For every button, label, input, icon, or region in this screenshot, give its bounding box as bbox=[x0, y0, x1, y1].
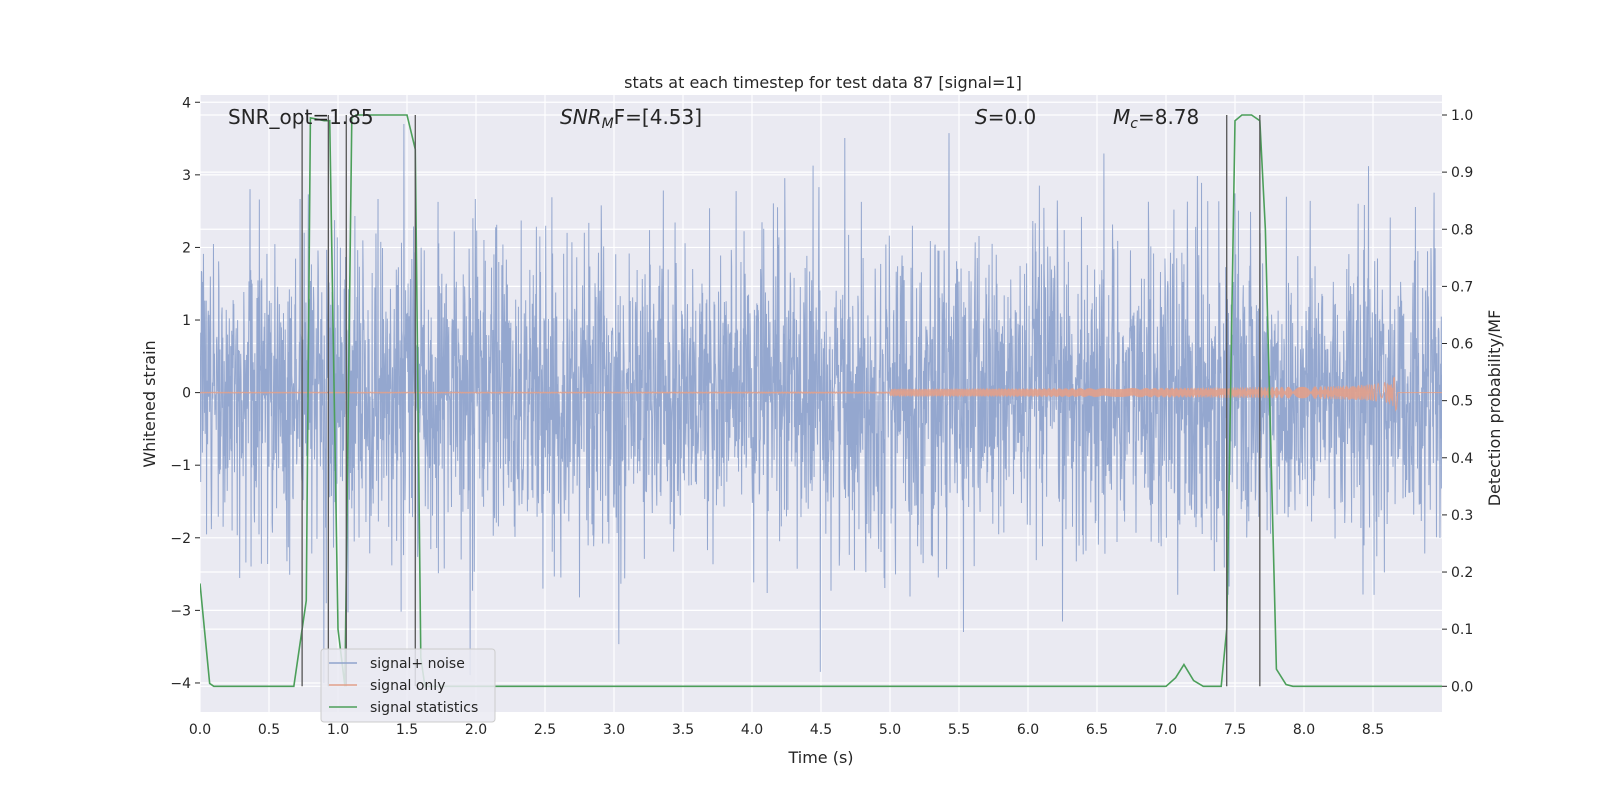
x-tick-label: 3.5 bbox=[672, 722, 694, 738]
annotation-mc: Mc=8.78 bbox=[1113, 105, 1199, 132]
x-tick-label: 6.5 bbox=[1086, 722, 1108, 738]
legend: signal+ noise signal only signal statist… bbox=[320, 648, 496, 723]
x-tick-label: 8.5 bbox=[1362, 722, 1384, 738]
chart-title: stats at each timestep for test data 87 … bbox=[624, 73, 1022, 92]
y2-axis-ticks: 0.0 0.1 0.2 0.3 0.4 0.5 0.6 0.7 0.8 0.9 1.0 bbox=[1442, 108, 1473, 695]
x-tick-label: 8.0 bbox=[1293, 722, 1315, 738]
y2-axis-label: Detection probability/MF bbox=[1485, 310, 1504, 507]
x-tick-label: 6.0 bbox=[1017, 722, 1039, 738]
y-tick-label: 3 bbox=[182, 168, 191, 184]
y2-tick-label: 0.2 bbox=[1451, 565, 1473, 581]
x-tick-label: 0.5 bbox=[258, 722, 280, 738]
y2-tick-label: 0.8 bbox=[1451, 222, 1473, 238]
y-axis-label: Whitened strain bbox=[140, 340, 159, 467]
x-tick-label: 7.5 bbox=[1224, 722, 1246, 738]
x-tick-label: 2.5 bbox=[534, 722, 556, 738]
y2-tick-label: 0.3 bbox=[1451, 508, 1473, 524]
x-tick-label: 1.0 bbox=[327, 722, 349, 738]
x-tick-label: 5.5 bbox=[948, 722, 970, 738]
series-signal-only bbox=[200, 376, 1442, 412]
x-tick-label: 0.0 bbox=[189, 722, 211, 738]
y2-tick-label: 0.1 bbox=[1451, 622, 1473, 638]
x-tick-label: 4.5 bbox=[810, 722, 832, 738]
legend-box bbox=[320, 648, 496, 723]
y-axis-ticks: −4 −3 −2 −1 0 1 2 3 4 bbox=[170, 95, 200, 692]
x-tick-label: 7.0 bbox=[1155, 722, 1177, 738]
x-tick-label: 4.0 bbox=[741, 722, 763, 738]
x-axis-label: Time (s) bbox=[787, 748, 853, 767]
x-axis-ticks: 0.0 0.5 1.0 1.5 2.0 2.5 3.0 3.5 4.0 4.5 5.0 5.5 6.0 6… bbox=[189, 722, 1384, 738]
y-tick-label: −3 bbox=[170, 603, 191, 619]
y-tick-label: −2 bbox=[170, 531, 191, 547]
y2-tick-label: 0.9 bbox=[1451, 165, 1473, 181]
y2-tick-label: 1.0 bbox=[1451, 108, 1473, 124]
annotation-s: S=0.0 bbox=[975, 105, 1036, 129]
x-tick-label: 5.0 bbox=[879, 722, 901, 738]
legend-label-signal-plus-noise: signal+ noise bbox=[370, 656, 465, 672]
y-tick-label: 4 bbox=[182, 95, 191, 111]
y-tick-label: 1 bbox=[182, 313, 191, 329]
x-tick-label: 2.0 bbox=[465, 722, 487, 738]
legend-label-signal-only: signal only bbox=[370, 678, 445, 694]
y2-tick-label: 0.7 bbox=[1451, 279, 1473, 295]
legend-label-signal-statistics: signal statistics bbox=[370, 700, 478, 716]
annotation-snr-mf: SNRMF=[4.53] bbox=[560, 105, 702, 132]
y-tick-label: −4 bbox=[170, 676, 191, 692]
vertical-markers bbox=[301, 114, 1261, 687]
y-tick-label: 0 bbox=[182, 386, 191, 402]
x-tick-label: 3.0 bbox=[603, 722, 625, 738]
y2-tick-label: 0.0 bbox=[1451, 679, 1473, 695]
y-tick-label: −1 bbox=[170, 458, 191, 474]
y2-tick-label: 0.4 bbox=[1451, 451, 1473, 467]
series-signal-plus-noise bbox=[200, 124, 1442, 683]
x-tick-label: 1.5 bbox=[396, 722, 418, 738]
y-tick-label: 2 bbox=[182, 240, 191, 256]
annotation-snr-opt: SNR_opt=1.85 bbox=[228, 105, 374, 129]
y2-tick-label: 0.6 bbox=[1451, 337, 1473, 353]
y2-tick-label: 0.5 bbox=[1451, 394, 1473, 410]
